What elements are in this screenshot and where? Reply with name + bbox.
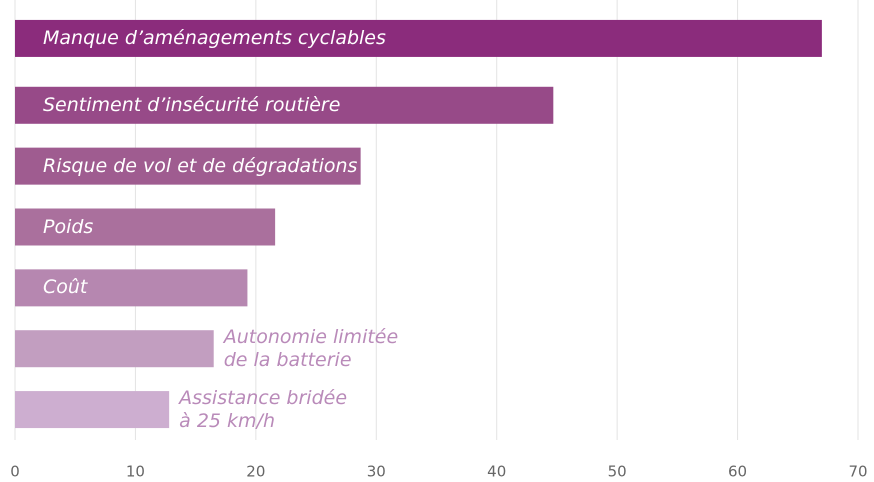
x-tick-label: 0 bbox=[10, 463, 20, 481]
x-tick-label: 30 bbox=[367, 463, 386, 481]
x-tick-label: 20 bbox=[246, 463, 265, 481]
bar bbox=[15, 330, 214, 368]
bar-label: Risque de vol et de dégradations bbox=[43, 154, 358, 177]
bar-label: Coût bbox=[43, 276, 88, 299]
bar bbox=[15, 19, 822, 57]
bar bbox=[15, 208, 276, 246]
bar-label: Autonomie limitée de la batterie bbox=[223, 325, 399, 371]
x-tick-label: 50 bbox=[608, 463, 627, 481]
x-tick-label: 10 bbox=[126, 463, 145, 481]
bar-label: Assistance bridée à 25 km/h bbox=[179, 386, 348, 432]
x-tick-label: 60 bbox=[728, 463, 747, 481]
x-tick-label: 40 bbox=[487, 463, 506, 481]
x-tick-label: 70 bbox=[848, 463, 867, 481]
bar-label: Manque d’aménagements cyclables bbox=[43, 26, 386, 49]
bar bbox=[15, 391, 170, 429]
bar-label: Sentiment d’insécurité routière bbox=[43, 93, 341, 116]
bar bbox=[15, 269, 248, 307]
bar-label: Poids bbox=[43, 215, 94, 238]
bar bbox=[15, 147, 361, 185]
bar bbox=[15, 86, 554, 124]
